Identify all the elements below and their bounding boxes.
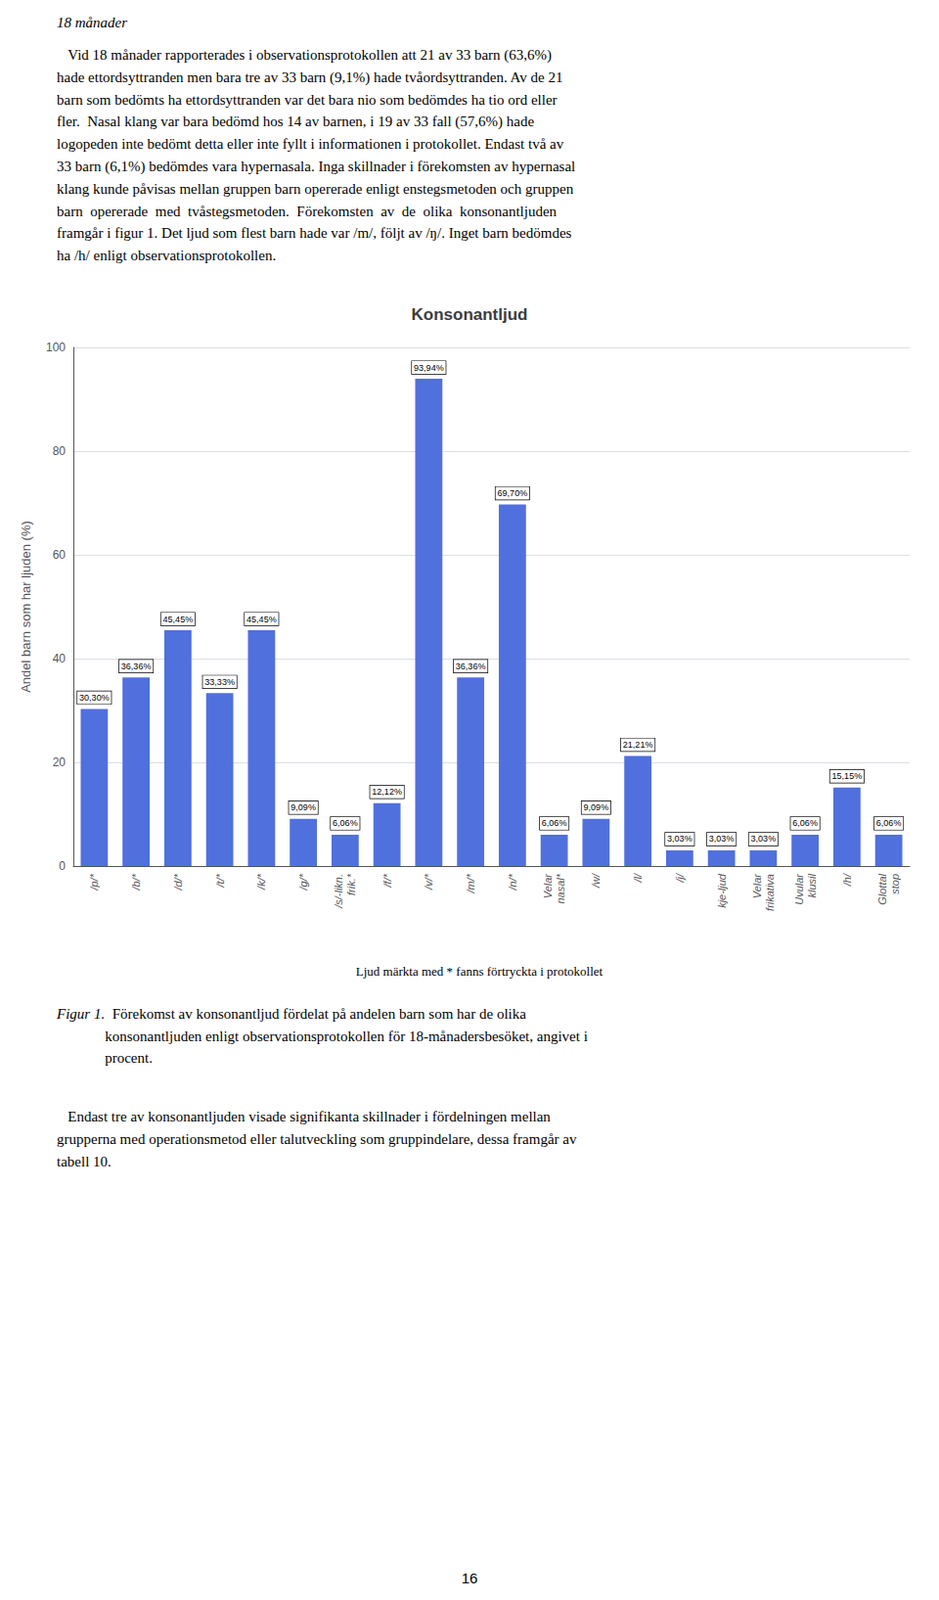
svg-text:Andel barn som har ljuden (%): Andel barn som har ljuden (%)	[18, 520, 34, 693]
svg-text:36,36%: 36,36%	[455, 661, 487, 671]
svg-text:100: 100	[45, 340, 66, 355]
svg-text:/k/*: /k/*	[255, 872, 268, 891]
svg-text:3,03%: 3,03%	[751, 833, 777, 844]
svg-text:Glottal: Glottal	[876, 872, 889, 904]
svg-text:/t/*: /t/*	[214, 872, 226, 888]
svg-text:60: 60	[52, 547, 67, 562]
svg-text:frikativa: frikativa	[763, 873, 776, 911]
svg-text:Uvular: Uvular	[793, 872, 805, 905]
svg-text:/w/: /w/	[589, 872, 602, 889]
svg-text:/f/*: /f/*	[381, 872, 394, 888]
svg-text:/b/*: /b/*	[130, 872, 142, 891]
svg-text:frik.*: frik.*	[345, 872, 358, 895]
svg-text:15,15%: 15,15%	[832, 770, 863, 781]
svg-text:33,33%: 33,33%	[204, 676, 235, 687]
svg-text:9,09%: 9,09%	[290, 802, 316, 812]
svg-text:20: 20	[52, 755, 67, 769]
svg-text:nasal*: nasal*	[554, 872, 567, 903]
svg-text:Velar: Velar	[751, 872, 763, 899]
svg-text:45,45%: 45,45%	[163, 614, 194, 625]
svg-text:/l/: /l/	[631, 872, 644, 884]
html-text:Endast tre av konsonantljuden: Endast tre av konsonantljuden visade sig…	[56, 1108, 577, 1169]
svg-text:6,06%: 6,06%	[876, 817, 902, 828]
svg-text:40: 40	[52, 651, 67, 666]
svg-text:30,30%: 30,30%	[79, 692, 110, 703]
svg-text:kje-ljud: kje-ljud	[715, 872, 728, 908]
svg-text:/j/: /j/	[673, 872, 686, 884]
svg-text:Velar: Velar	[541, 872, 554, 899]
html-text:Ljud märkta med * fanns förtry: Ljud märkta med * fanns förtryckta i pro…	[355, 963, 603, 979]
svg-text:/h/: /h/	[841, 872, 853, 887]
html-text:18 månader: 18 månader	[56, 14, 128, 31]
svg-text:80: 80	[52, 444, 67, 458]
svg-text:/d/*: /d/*	[172, 872, 184, 891]
svg-text:21,21%: 21,21%	[623, 739, 654, 750]
svg-text:36,36%: 36,36%	[121, 661, 152, 671]
svg-text:45,45%: 45,45%	[246, 614, 277, 625]
html-text:16: 16	[461, 1568, 478, 1586]
svg-text:stop: stop	[889, 873, 901, 895]
svg-text:/n/*: /n/*	[506, 872, 519, 891]
svg-text:/s/-likn.: /s/-likn.	[332, 873, 345, 909]
svg-text:3,03%: 3,03%	[667, 833, 693, 844]
svg-text:/p/*: /p/*	[88, 872, 100, 891]
svg-text:klusil: klusil	[805, 872, 818, 897]
svg-text:6,06%: 6,06%	[541, 817, 568, 828]
svg-text:6,06%: 6,06%	[792, 817, 818, 828]
svg-text:0: 0	[58, 858, 66, 873]
html-text:Figur 1. Förekomst av konsonan: Figur 1. Förekomst av konsonantljud förd…	[56, 1005, 588, 1066]
svg-text:69,70%: 69,70%	[497, 488, 529, 498]
svg-text:Konsonantljud: Konsonantljud	[411, 305, 529, 324]
svg-text:/m/*: /m/*	[464, 872, 477, 894]
html-text:Vid 18 månader rapporterades i: Vid 18 månader rapporterades i observati…	[56, 46, 576, 264]
svg-text:12,12%: 12,12%	[371, 786, 403, 797]
svg-text:/v/*: /v/*	[422, 872, 435, 891]
svg-text:9,09%: 9,09%	[583, 802, 610, 812]
svg-text:/g/*: /g/*	[297, 872, 310, 891]
svg-text:3,03%: 3,03%	[709, 833, 735, 844]
svg-text:6,06%: 6,06%	[332, 817, 358, 828]
svg-text:93,94%: 93,94%	[413, 362, 445, 373]
